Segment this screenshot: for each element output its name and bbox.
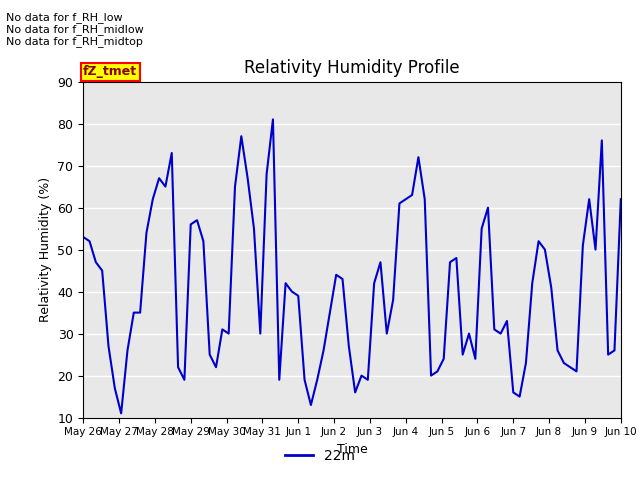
Text: No data for f_RH_low: No data for f_RH_low (6, 12, 123, 23)
Text: fZ_tmet: fZ_tmet (83, 65, 138, 78)
Text: No data for f_RH_midlow: No data for f_RH_midlow (6, 24, 144, 35)
Y-axis label: Relativity Humidity (%): Relativity Humidity (%) (39, 177, 52, 322)
Legend: 22m: 22m (280, 443, 360, 468)
Title: Relativity Humidity Profile: Relativity Humidity Profile (244, 59, 460, 77)
Text: No data for f_RH_midtop: No data for f_RH_midtop (6, 36, 143, 47)
X-axis label: Time: Time (337, 443, 367, 456)
